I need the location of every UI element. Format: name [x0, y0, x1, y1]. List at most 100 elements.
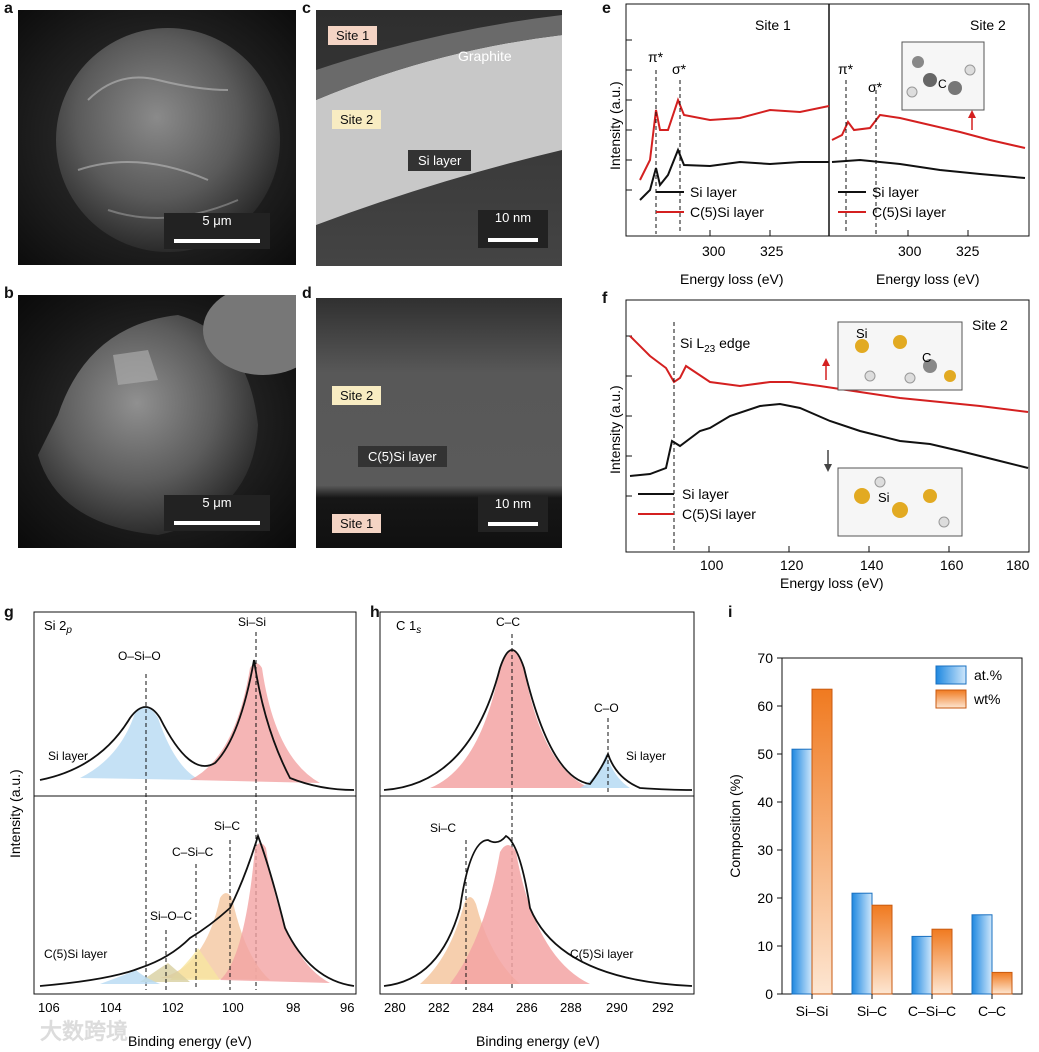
panel-label-e: e	[602, 0, 611, 17]
eels-plot-f: Si L23 edge Site 2 Si C Si Si layer C(5)…	[607, 299, 1030, 591]
si-curve-site1	[639, 147, 829, 201]
panel-label-b: b	[4, 285, 14, 302]
atom-si-label-f-bottom: Si	[878, 490, 890, 505]
xtick-h-286: 286	[516, 1000, 538, 1015]
peak-sioc-g: Si–O–C	[150, 909, 192, 923]
legend-si-site1: Si layer	[690, 184, 737, 200]
scale-bar-c: 10 nm	[478, 210, 548, 248]
xtick-g-104: 104	[100, 1000, 122, 1015]
peak-osio: O–Si–O	[118, 649, 161, 663]
atom-c-label-e: C	[938, 77, 947, 91]
xtick-f-140: 140	[860, 557, 884, 573]
bar-at	[971, 914, 993, 995]
scale-label-a: 5 μm	[202, 213, 232, 228]
xps-plot-g: Si 2p O–Si–O Si–Si Si layer Si–C C–Si–C …	[7, 611, 357, 1049]
panel-label-i: i	[728, 604, 733, 621]
tem-image-c: Site 1 Graphite Site 2 Si layer 10 nm	[316, 10, 562, 266]
legend-label: at.%	[974, 667, 1002, 683]
xtick-h-280: 280	[384, 1000, 406, 1015]
xtick-g-100: 100	[222, 1000, 244, 1015]
ytick-label: 0	[765, 986, 773, 1002]
top-layer-g: Si layer	[48, 749, 88, 763]
xtick-f-100: 100	[700, 557, 724, 573]
panel-label-d: d	[302, 285, 312, 302]
xtick-g-98: 98	[286, 1000, 300, 1015]
c5si-curve-site1	[639, 97, 830, 181]
bar-wt	[871, 904, 893, 995]
si-curve-f	[629, 402, 1029, 477]
g-title: Si 2p	[44, 618, 72, 636]
eels-plot-e: π* σ* π* σ* Site 1 Site 2 C Si layer C(5…	[607, 3, 1030, 287]
xlabel-f: Energy loss (eV)	[780, 575, 883, 591]
scale-bar-a: 5 μm	[164, 213, 270, 249]
sigma-label-site1: σ*	[672, 61, 687, 77]
c5si-layer-tag: C(5)Si layer	[358, 446, 447, 467]
panel-label-h: h	[370, 604, 380, 621]
ytick-label: 40	[757, 794, 773, 810]
site1-tag-c: Site 1	[328, 26, 378, 45]
sem-image-a: 5 μm	[18, 10, 296, 265]
bar-at	[911, 935, 933, 995]
xtick-g-106: 106	[38, 1000, 60, 1015]
panel-label-g: g	[4, 604, 14, 621]
atom-si-label-f: Si	[856, 326, 868, 341]
ytick-label: 10	[757, 938, 773, 954]
composition-bar-chart: 0 10 20 30 40 50 60 70 Si–Si Si–C C–Si–C C–C Composi…	[727, 650, 1023, 1019]
xtick-label: Si–Si	[796, 1003, 829, 1019]
peak-sisi: Si–Si	[238, 615, 266, 629]
ylabel-i: Composition (%)	[727, 774, 743, 877]
pi-label-site2: π*	[838, 61, 854, 77]
sem-image-b: 5 μm	[18, 295, 296, 548]
ytick-label: 30	[757, 842, 773, 858]
site2-title-e: Site 2	[970, 17, 1006, 33]
legend-c5si-site2: C(5)Si layer	[872, 204, 946, 220]
top-layer-h: Si layer	[626, 749, 666, 763]
ytick-label: 70	[757, 650, 773, 666]
c5si-curve-f	[629, 335, 1029, 413]
legend-si-site2: Si layer	[872, 184, 919, 200]
graphite-label: Graphite	[458, 48, 512, 64]
ytick-label: 20	[757, 890, 773, 906]
xtick-h-292: 292	[652, 1000, 674, 1015]
peak-cc-h: C–C	[496, 615, 520, 629]
peak-co-h: C–O	[594, 701, 619, 715]
scale-bar-d: 10 nm	[478, 496, 548, 532]
scale-bar-b: 5 μm	[164, 495, 270, 531]
sioc-fit-g	[140, 963, 190, 982]
ytick-label: 50	[757, 746, 773, 762]
bar-wt	[991, 971, 1013, 995]
site2-tag-c: Site 2	[332, 110, 382, 129]
bar-wt	[931, 928, 953, 995]
site1-tag-d: Site 1	[332, 514, 382, 533]
tem-image-d: Site 2 C(5)Si layer Site 1 10 nm	[316, 298, 562, 548]
xtick-f-160: 160	[940, 557, 964, 573]
bar-at	[791, 748, 813, 995]
sisi-fit-g-bottom	[220, 843, 330, 983]
si-l23-edge-label: Si L23 edge	[680, 335, 750, 355]
panel-label-c: c	[302, 0, 311, 17]
envelope-top-h	[383, 649, 693, 791]
cc-fit-h	[430, 649, 590, 788]
xtick-f-120: 120	[780, 557, 804, 573]
panel-label-f: f	[602, 290, 608, 307]
panel-label-a: a	[4, 0, 13, 17]
legend-c5si-site1: C(5)Si layer	[690, 204, 764, 220]
h-title: C 1s	[396, 618, 421, 636]
xtick-e-300a: 300	[702, 243, 726, 259]
xtick-label: Si–C	[857, 1003, 887, 1019]
ylabel-e: Intensity (a.u.)	[607, 81, 623, 170]
peak-sic-h: Si–C	[430, 821, 456, 835]
scale-label-b: 5 μm	[202, 495, 232, 510]
csic-fit-g	[170, 948, 220, 980]
legend-c5si-f: C(5)Si layer	[682, 506, 756, 522]
legend-label: wt%	[973, 691, 1000, 707]
scale-label-c: 10 nm	[494, 210, 532, 225]
xtick-h-284: 284	[472, 1000, 494, 1015]
ytick-label: 60	[757, 698, 773, 714]
site2-tag-d: Site 2	[332, 386, 382, 405]
molecule-inset-f-top	[837, 321, 963, 391]
site2-title-f: Site 2	[972, 317, 1008, 333]
xtick-g-96: 96	[340, 1000, 354, 1015]
envelope-bottom-h	[383, 834, 693, 987]
bar-wt	[811, 688, 833, 995]
